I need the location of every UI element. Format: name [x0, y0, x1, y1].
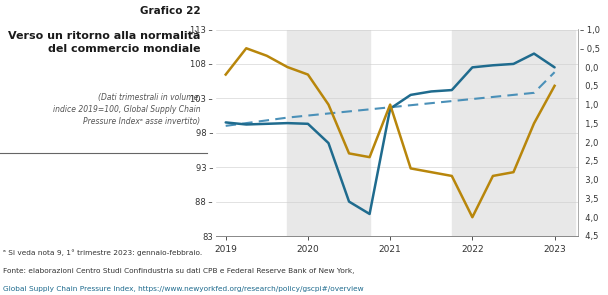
Bar	[288, 30, 370, 236]
Text: (Dati trimestrali in volume,
indice 2019=100, Global Supply Chain
Pressure Index: (Dati trimestrali in volume, indice 2019…	[53, 93, 201, 126]
Text: Verso un ritorno alla normalità
del commercio mondiale: Verso un ritorno alla normalità del comm…	[8, 31, 201, 54]
Text: ᵃ Si veda nota 9, 1° trimestre 2023: gennaio-febbraio.: ᵃ Si veda nota 9, 1° trimestre 2023: gen…	[3, 249, 202, 256]
Text: Fonte: elaborazioni Centro Studi Confindustria su dati CPB e Federal Reserve Ban: Fonte: elaborazioni Centro Studi Confind…	[3, 268, 354, 274]
Text: Grafico 22: Grafico 22	[140, 6, 201, 16]
Text: Global Supply Chain Pressure Index, https://www.newyorkfed.org/research/policy/g: Global Supply Chain Pressure Index, http…	[3, 286, 364, 292]
Bar	[452, 30, 575, 236]
